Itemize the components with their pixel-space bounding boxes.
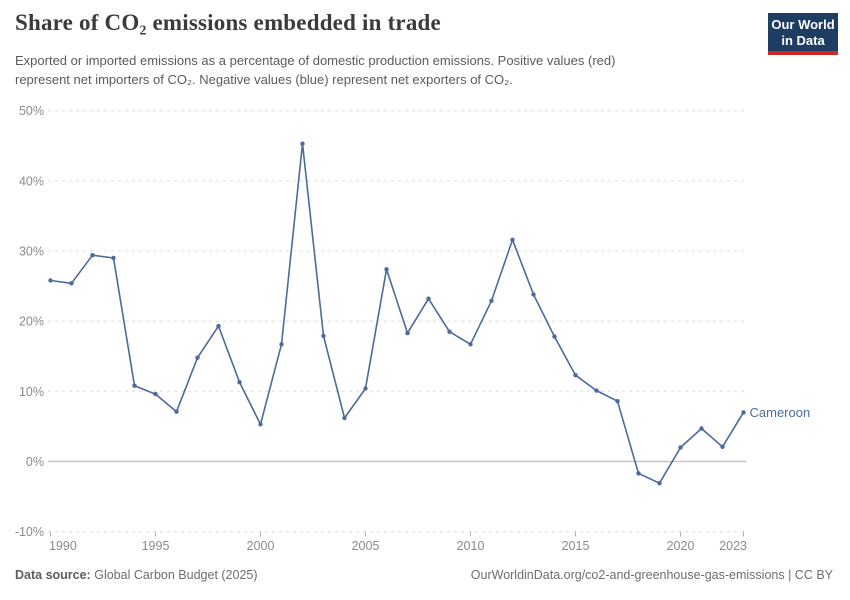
data-point[interactable] bbox=[741, 410, 746, 415]
x-axis-tick-label: 1995 bbox=[142, 539, 170, 553]
data-point[interactable] bbox=[384, 267, 389, 272]
datasource-value: Global Carbon Budget (2025) bbox=[94, 568, 258, 582]
data-point[interactable] bbox=[195, 355, 200, 360]
x-axis-tick-label: 1990 bbox=[49, 539, 77, 553]
x-axis-tick-label: 2010 bbox=[457, 539, 485, 553]
series-end-label[interactable]: Cameroon bbox=[750, 405, 811, 420]
data-point[interactable] bbox=[132, 383, 137, 388]
y-axis-tick-label: 30% bbox=[19, 245, 44, 259]
data-point[interactable] bbox=[531, 292, 536, 297]
data-point[interactable] bbox=[447, 329, 452, 334]
data-point[interactable] bbox=[594, 388, 599, 393]
x-axis-tick-label: 2015 bbox=[562, 539, 590, 553]
data-point[interactable] bbox=[405, 330, 410, 336]
data-point[interactable] bbox=[342, 415, 347, 421]
y-axis-tick-label: 0% bbox=[26, 455, 44, 469]
data-point[interactable] bbox=[237, 380, 242, 385]
data-point[interactable] bbox=[300, 141, 305, 146]
data-point[interactable] bbox=[153, 391, 158, 397]
owid-logo-line1: Our World bbox=[771, 17, 835, 32]
page-title: Share of CO₂ emissions embedded in trade bbox=[15, 10, 441, 35]
y-axis-tick-label: -10% bbox=[15, 525, 44, 539]
datasource-label: Data source: bbox=[15, 568, 91, 582]
data-point[interactable] bbox=[699, 426, 704, 431]
chart-subtitle: Exported or imported emissions as a perc… bbox=[15, 51, 615, 89]
owid-logo-line2: in Data bbox=[781, 33, 825, 48]
data-point[interactable] bbox=[321, 333, 326, 339]
datasource-note: Data source: Global Carbon Budget (2025) bbox=[15, 568, 258, 582]
y-axis-tick-label: 20% bbox=[19, 315, 44, 329]
data-point[interactable] bbox=[90, 253, 95, 258]
line-series-cameroon[interactable] bbox=[49, 142, 745, 485]
credit-link[interactable]: OurWorldinData.org/co2-and-greenhouse-ga… bbox=[470, 568, 833, 582]
y-axis-tick-label: 10% bbox=[19, 385, 44, 399]
data-point[interactable] bbox=[258, 422, 263, 427]
data-point[interactable] bbox=[216, 323, 221, 329]
data-point[interactable] bbox=[363, 386, 368, 391]
owid-logo[interactable]: Our World in Data bbox=[768, 13, 838, 55]
x-axis-tick-label: 2000 bbox=[247, 539, 275, 553]
data-point[interactable] bbox=[573, 373, 578, 378]
data-point[interactable] bbox=[48, 278, 53, 283]
data-point[interactable] bbox=[615, 399, 620, 404]
y-axis-tick-label: 50% bbox=[19, 104, 44, 118]
data-point[interactable] bbox=[489, 298, 494, 303]
x-axis-tick-label: 2020 bbox=[667, 539, 695, 553]
data-point[interactable] bbox=[174, 409, 179, 414]
data-point[interactable] bbox=[279, 342, 284, 347]
data-point[interactable] bbox=[552, 334, 557, 339]
data-point[interactable] bbox=[720, 444, 725, 449]
x-axis-tick-label: 2023 bbox=[719, 539, 747, 553]
data-point[interactable] bbox=[678, 445, 683, 450]
data-point[interactable] bbox=[510, 237, 515, 242]
data-point[interactable] bbox=[468, 342, 473, 347]
data-point[interactable] bbox=[636, 471, 641, 476]
x-axis-tick-label: 2005 bbox=[352, 539, 380, 553]
chart-subtitle-line1: Exported or imported emissions as a perc… bbox=[15, 53, 616, 68]
data-point[interactable] bbox=[111, 255, 116, 261]
y-axis-tick-label: 40% bbox=[19, 174, 44, 188]
chart-subtitle-line2: represent net importers of CO₂. Negative… bbox=[15, 72, 513, 87]
data-point[interactable] bbox=[426, 296, 431, 301]
data-point[interactable] bbox=[69, 281, 74, 286]
data-point[interactable] bbox=[657, 481, 662, 486]
